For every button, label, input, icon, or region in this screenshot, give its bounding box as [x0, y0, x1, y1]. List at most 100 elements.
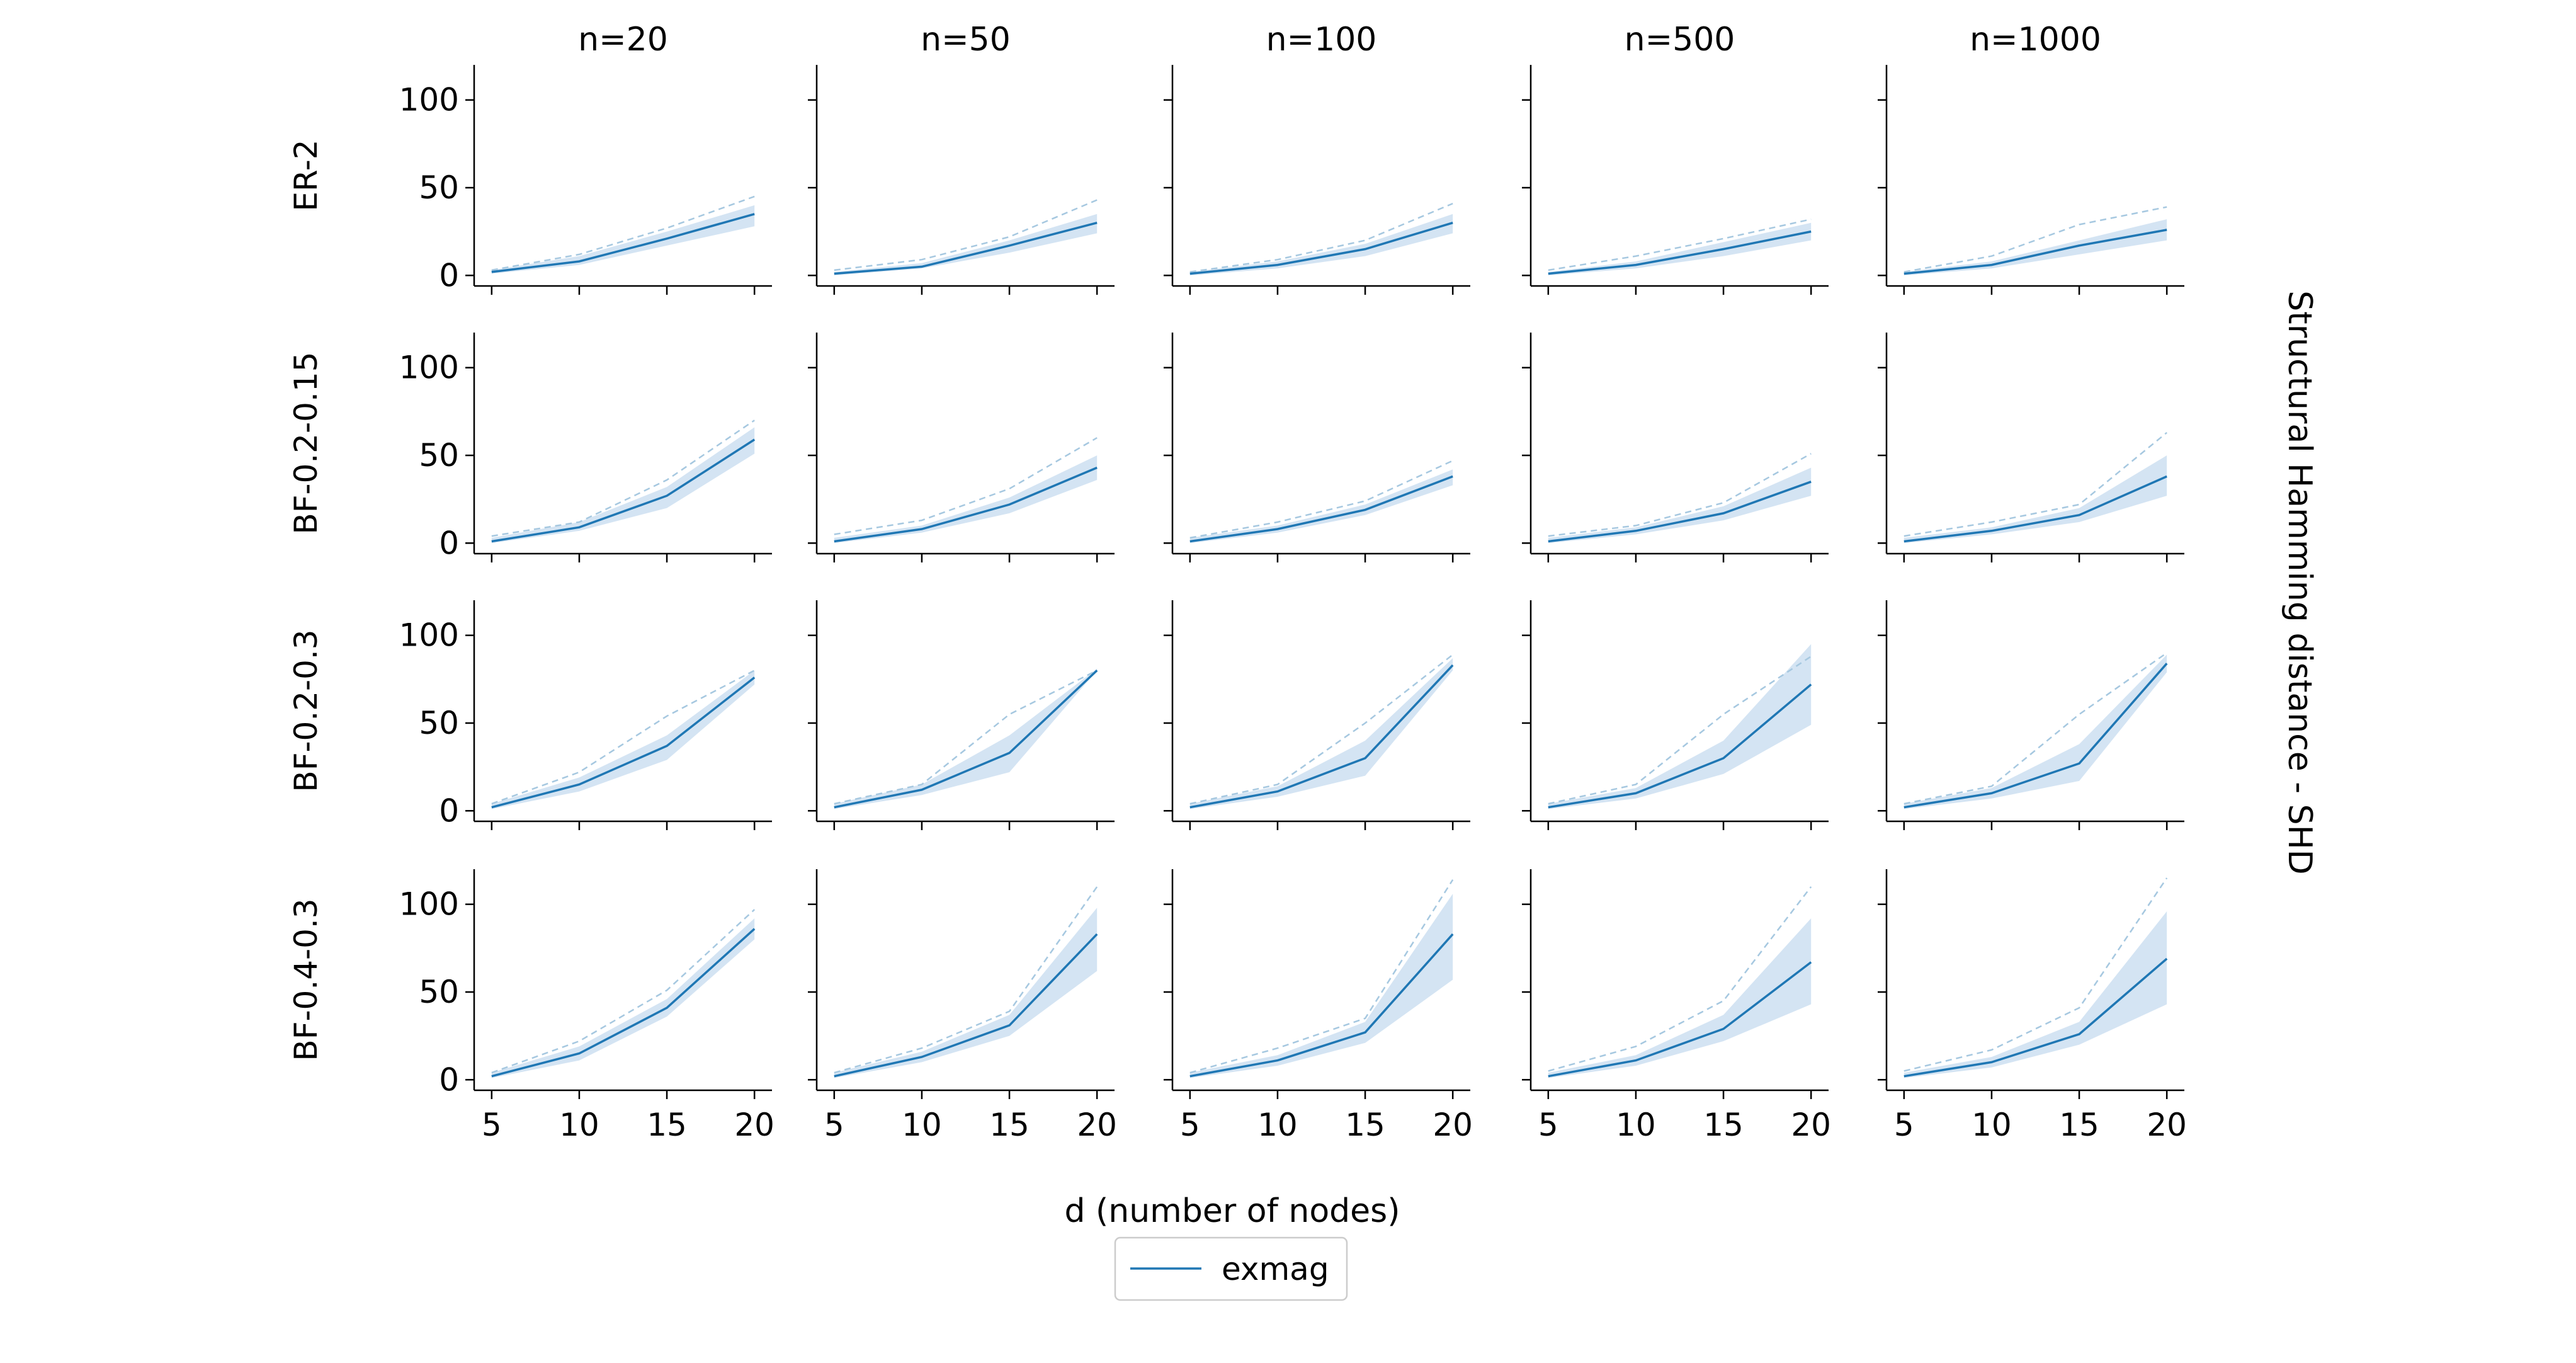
y-tick-label: 50 — [419, 437, 459, 474]
legend: exmag — [1114, 1236, 1348, 1301]
dashed-series-line — [834, 886, 1098, 1074]
confidence-band — [1904, 219, 2167, 276]
panel-2-2 — [1164, 600, 1470, 830]
series-line-exmag — [1904, 957, 2168, 1078]
x-tick-label: 10 — [559, 1107, 599, 1143]
column-title: n=500 — [1625, 21, 1735, 59]
x-tick-label: 10 — [902, 1107, 942, 1143]
legend-box — [1114, 1236, 1348, 1301]
series-line-exmag — [1189, 222, 1453, 275]
x-tick-label: 15 — [647, 1107, 687, 1143]
panel-0-0: 0 50 100 n=20 — [399, 21, 772, 295]
panel-1-2 — [1164, 333, 1470, 562]
x-tick-label: 5 — [1538, 1107, 1558, 1143]
series-line-exmag — [1189, 933, 1454, 1078]
confidence-band — [1904, 911, 2167, 1078]
column-title: n=1000 — [1970, 21, 2101, 59]
dashed-series-line — [1189, 460, 1453, 539]
dashed-series-line — [491, 909, 756, 1074]
series-line-exmag — [1548, 481, 1812, 543]
dashed-series-line — [491, 670, 755, 805]
row-label: BF-0.2-0.15 — [288, 352, 324, 535]
series-line-exmag — [491, 213, 755, 273]
series-line-exmag — [1548, 230, 1812, 275]
confidence-band — [491, 205, 755, 274]
dashed-series-line — [1548, 886, 1812, 1072]
row-label: BF-0.2-0.3 — [288, 629, 324, 792]
series-line-exmag — [1904, 663, 2168, 809]
column-title: n=50 — [921, 21, 1011, 59]
dashed-series-line — [1548, 453, 1812, 537]
panel-0-2: n=100 — [1164, 21, 1470, 295]
legend-label-exmag: exmag — [1222, 1251, 1329, 1287]
panel-0-1: n=50 — [808, 21, 1115, 295]
series-line-exmag — [1189, 664, 1454, 809]
panel-3-1: 5 10 15 20 — [808, 869, 1117, 1143]
column-title: n=20 — [578, 21, 668, 59]
x-axis-title: d (number of nodes) — [1064, 1192, 1400, 1230]
dashed-series-line — [1548, 656, 1812, 805]
series-line-exmag — [834, 933, 1098, 1078]
confidence-band — [1904, 654, 2167, 809]
series-line-exmag — [834, 222, 1098, 275]
x-tick-label: 20 — [1433, 1107, 1473, 1143]
dashed-series-line — [1904, 877, 2168, 1072]
confidence-band — [1548, 918, 1812, 1078]
y-tick-label: 0 — [439, 1061, 459, 1098]
series-line-exmag — [491, 438, 756, 543]
y-tick-label: 0 — [439, 257, 459, 294]
confidence-band — [491, 427, 755, 544]
confidence-band — [1189, 214, 1453, 276]
dashed-series-line — [1904, 652, 2167, 805]
y-tick-label: 50 — [419, 974, 459, 1010]
x-tick-label: 15 — [1345, 1107, 1385, 1143]
row-label: ER-2 — [288, 139, 324, 211]
dashed-series-line — [834, 437, 1098, 535]
panel-2-0: 0 50 100 — [399, 600, 772, 830]
x-tick-label: 10 — [1616, 1107, 1656, 1143]
series-line-exmag — [491, 676, 756, 809]
confidence-band — [1548, 467, 1812, 544]
dashed-series-line — [1904, 431, 2167, 537]
y-axis-title: Structural Hamming distance - SHD — [2281, 290, 2318, 874]
dashed-series-line — [1904, 206, 2167, 273]
confidence-band — [834, 908, 1098, 1078]
panel-3-2: 5 10 15 20 — [1164, 869, 1473, 1143]
confidence-band — [1548, 644, 1812, 809]
dashed-series-line — [1189, 879, 1454, 1074]
y-tick-label: 100 — [399, 82, 459, 118]
panel-1-0: 0 50 100 — [399, 333, 772, 562]
series-line-exmag — [491, 928, 756, 1078]
x-tick-label: 10 — [1257, 1107, 1298, 1143]
panel-3-4: 5 10 15 20 — [1878, 869, 2187, 1143]
y-tick-label: 0 — [439, 792, 459, 829]
confidence-band — [491, 918, 755, 1078]
confidence-band — [1548, 222, 1812, 276]
series-line-exmag — [834, 670, 1098, 809]
x-tick-label: 20 — [1791, 1107, 1831, 1143]
y-tick-label: 50 — [419, 705, 459, 741]
x-tick-label: 5 — [482, 1107, 502, 1143]
y-tick-label: 100 — [399, 350, 459, 386]
confidence-band — [1189, 658, 1453, 809]
dashed-series-line — [834, 670, 1098, 805]
series-line-exmag — [1904, 475, 2167, 543]
panel-1-3 — [1522, 333, 1829, 562]
x-tick-label: 5 — [1894, 1107, 1914, 1143]
dashed-series-line — [1189, 654, 1453, 805]
column-title: n=100 — [1266, 21, 1377, 59]
dashed-series-line — [834, 199, 1098, 271]
x-tick-label: 5 — [1180, 1107, 1200, 1143]
x-tick-label: 15 — [2059, 1107, 2099, 1143]
panel-1-1 — [808, 333, 1115, 562]
x-tick-label: 15 — [989, 1107, 1030, 1143]
series-line-exmag — [1904, 229, 2167, 275]
x-tick-label: 10 — [1972, 1107, 2012, 1143]
dashed-series-line — [1548, 218, 1812, 271]
panel-1-4 — [1878, 333, 2184, 562]
panel-2-3 — [1522, 600, 1829, 830]
x-tick-label: 20 — [734, 1107, 775, 1143]
y-tick-label: 100 — [399, 886, 459, 923]
dashed-series-line — [1189, 202, 1453, 273]
